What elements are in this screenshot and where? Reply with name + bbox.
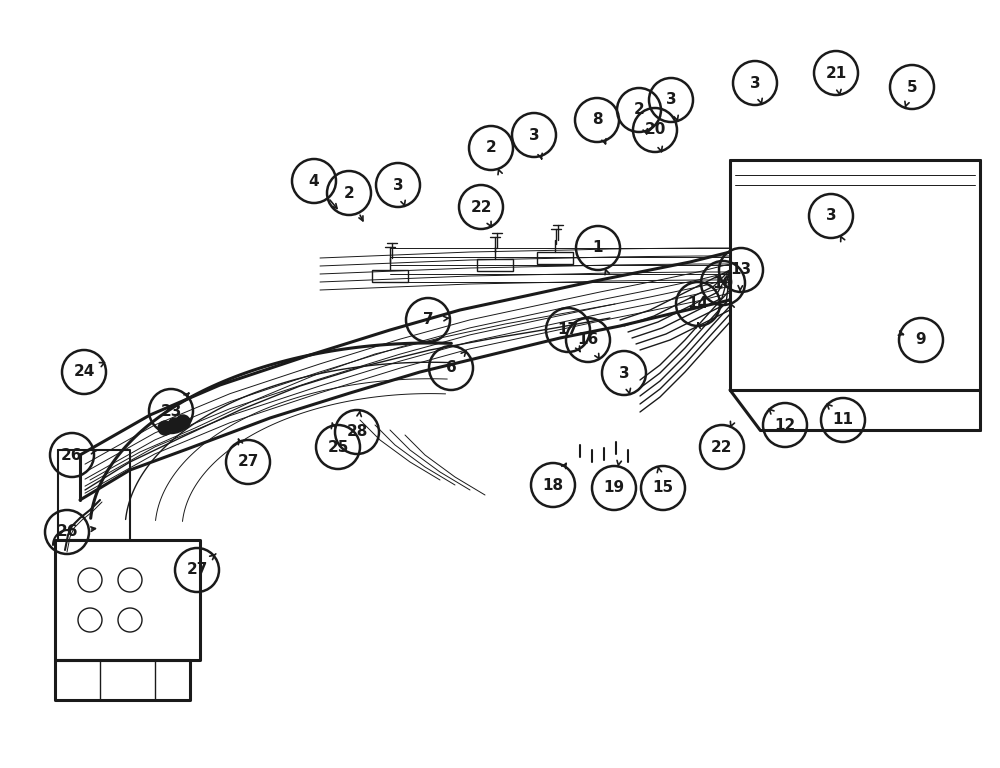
Text: 7: 7 xyxy=(423,313,433,327)
Text: 26: 26 xyxy=(61,448,83,462)
Circle shape xyxy=(176,415,190,429)
Text: 4: 4 xyxy=(309,174,319,188)
Text: 3: 3 xyxy=(826,208,836,223)
Text: 27: 27 xyxy=(237,455,259,469)
Text: 13: 13 xyxy=(730,263,752,277)
Text: 22: 22 xyxy=(711,439,733,455)
Text: 3: 3 xyxy=(666,92,676,108)
Text: 9: 9 xyxy=(916,333,926,347)
Text: 12: 12 xyxy=(774,418,796,432)
Text: 26: 26 xyxy=(56,525,78,539)
Circle shape xyxy=(168,418,182,432)
Text: 27: 27 xyxy=(186,562,208,578)
Text: 2: 2 xyxy=(344,186,354,200)
Text: 11: 11 xyxy=(832,412,854,428)
Text: 14: 14 xyxy=(687,296,709,312)
Bar xyxy=(477,259,513,271)
Text: 17: 17 xyxy=(557,323,579,337)
Text: 25: 25 xyxy=(327,439,349,455)
Text: 5: 5 xyxy=(907,80,917,94)
Text: 19: 19 xyxy=(603,481,625,495)
Text: 21: 21 xyxy=(825,65,847,81)
Circle shape xyxy=(158,421,172,435)
Text: 24: 24 xyxy=(73,365,95,379)
Text: 1: 1 xyxy=(593,240,603,256)
Text: 22: 22 xyxy=(470,200,492,214)
Text: 18: 18 xyxy=(542,478,564,492)
Text: 10: 10 xyxy=(712,276,734,290)
Text: 3: 3 xyxy=(619,366,629,380)
Text: 23: 23 xyxy=(160,403,182,419)
Text: 3: 3 xyxy=(750,75,760,91)
Text: 2: 2 xyxy=(634,102,644,118)
Text: 2: 2 xyxy=(486,141,496,155)
Bar xyxy=(537,252,573,264)
Text: 20: 20 xyxy=(644,123,666,137)
Text: 16: 16 xyxy=(577,333,599,347)
Text: 8: 8 xyxy=(592,112,602,127)
Text: 15: 15 xyxy=(652,481,674,495)
Text: 3: 3 xyxy=(393,177,403,193)
Text: 6: 6 xyxy=(446,360,456,376)
Bar xyxy=(372,270,408,282)
Text: 3: 3 xyxy=(529,127,539,143)
Text: 28: 28 xyxy=(346,425,368,439)
